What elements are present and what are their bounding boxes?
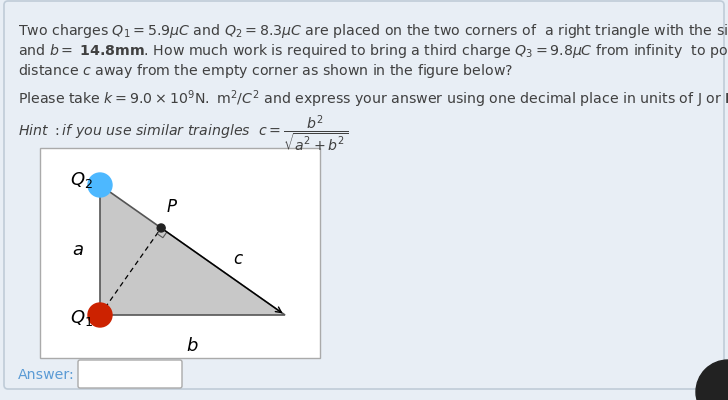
Circle shape bbox=[88, 173, 112, 197]
Text: and $b = $ $\mathbf{14.8mm}$. How much work is required to bring a third charge : and $b = $ $\mathbf{14.8mm}$. How much w… bbox=[18, 42, 728, 60]
Text: $\mathit{Q_2}$: $\mathit{Q_2}$ bbox=[70, 170, 93, 190]
Text: distance $c$ away from the empty corner as shown in the figure below?: distance $c$ away from the empty corner … bbox=[18, 62, 513, 80]
Text: $\it{Hint}$ $\it{: if\ you\ use\ similar\ traingles}$  $c = \dfrac{b^2}{\sqrt{a^: $\it{Hint}$ $\it{: if\ you\ use\ similar… bbox=[18, 114, 348, 154]
Text: $\mathit{c}$: $\mathit{c}$ bbox=[233, 250, 244, 268]
Polygon shape bbox=[100, 185, 285, 315]
FancyBboxPatch shape bbox=[40, 148, 320, 358]
Circle shape bbox=[696, 360, 728, 400]
Text: $\mathit{b}$: $\mathit{b}$ bbox=[186, 337, 199, 355]
FancyBboxPatch shape bbox=[78, 360, 182, 388]
Text: $P$: $P$ bbox=[166, 198, 178, 216]
Text: Please take $k = 9.0 \times 10^9\mathrm{N.\ m}^2/C^2$ and express your answer us: Please take $k = 9.0 \times 10^9\mathrm{… bbox=[18, 88, 728, 110]
Text: $\mathit{a}$: $\mathit{a}$ bbox=[72, 241, 84, 259]
FancyBboxPatch shape bbox=[4, 1, 724, 389]
Circle shape bbox=[157, 224, 165, 232]
Text: Answer:: Answer: bbox=[18, 368, 75, 382]
Text: $\mathit{Q_1}$: $\mathit{Q_1}$ bbox=[70, 308, 93, 328]
Circle shape bbox=[88, 303, 112, 327]
Text: Two charges $Q_1 = 5.9\mu C$ and $Q_2 = 8.3\mu C$ are placed on the two corners : Two charges $Q_1 = 5.9\mu C$ and $Q_2 = … bbox=[18, 22, 728, 40]
